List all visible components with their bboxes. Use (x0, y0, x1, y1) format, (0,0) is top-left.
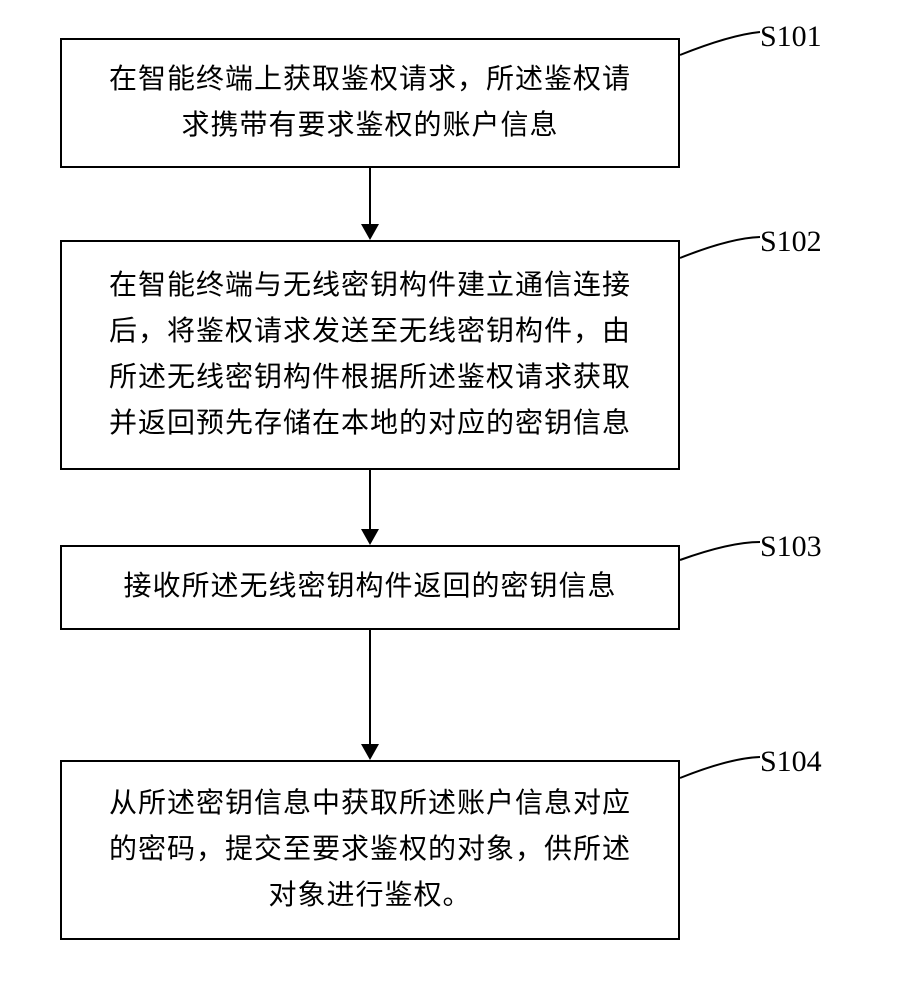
text-line: 并返回预先存储在本地的对应的密钥信息 (109, 408, 631, 439)
flow-step-text: 在智能终端上获取鉴权请求，所述鉴权请 求携带有要求鉴权的账户信息 (109, 57, 631, 149)
text-line: 在智能终端上获取鉴权请求，所述鉴权请 (109, 64, 631, 95)
text-line: 在智能终端与无线密钥构件建立通信连接 (109, 270, 631, 301)
arrow-head-icon (361, 224, 379, 240)
flow-step-text: 从所述密钥信息中获取所述账户信息对应 的密码，提交至要求鉴权的对象，供所述 对象… (109, 781, 631, 920)
text-line: 对象进行鉴权。 (268, 880, 471, 911)
step-label-s102: S102 (760, 225, 822, 259)
arrow-line (369, 470, 371, 529)
flow-step-text: 接收所述无线密钥构件返回的密钥信息 (123, 564, 616, 610)
step-label-s103: S103 (760, 530, 822, 564)
flowchart-canvas: 在智能终端上获取鉴权请求，所述鉴权请 求携带有要求鉴权的账户信息 S101 在智… (0, 0, 901, 1000)
step-label-s104: S104 (760, 745, 822, 779)
text-line: 后，将鉴权请求发送至无线密钥构件，由 (109, 316, 631, 347)
arrow-line (369, 168, 371, 224)
text-line: 从所述密钥信息中获取所述账户信息对应 (109, 788, 631, 819)
text-line: 接收所述无线密钥构件返回的密钥信息 (123, 571, 616, 602)
step-label-s101: S101 (760, 20, 822, 54)
flow-step-s101: 在智能终端上获取鉴权请求，所述鉴权请 求携带有要求鉴权的账户信息 (60, 38, 680, 168)
arrow-line (369, 630, 371, 744)
flow-step-text: 在智能终端与无线密钥构件建立通信连接 后，将鉴权请求发送至无线密钥构件，由 所述… (109, 263, 631, 448)
arrow-head-icon (361, 744, 379, 760)
text-line: 求携带有要求鉴权的账户信息 (181, 110, 558, 141)
arrow-head-icon (361, 529, 379, 545)
flow-step-s104: 从所述密钥信息中获取所述账户信息对应 的密码，提交至要求鉴权的对象，供所述 对象… (60, 760, 680, 940)
flow-step-s102: 在智能终端与无线密钥构件建立通信连接 后，将鉴权请求发送至无线密钥构件，由 所述… (60, 240, 680, 470)
flow-step-s103: 接收所述无线密钥构件返回的密钥信息 (60, 545, 680, 630)
text-line: 所述无线密钥构件根据所述鉴权请求获取 (109, 362, 631, 393)
text-line: 的密码，提交至要求鉴权的对象，供所述 (109, 834, 631, 865)
